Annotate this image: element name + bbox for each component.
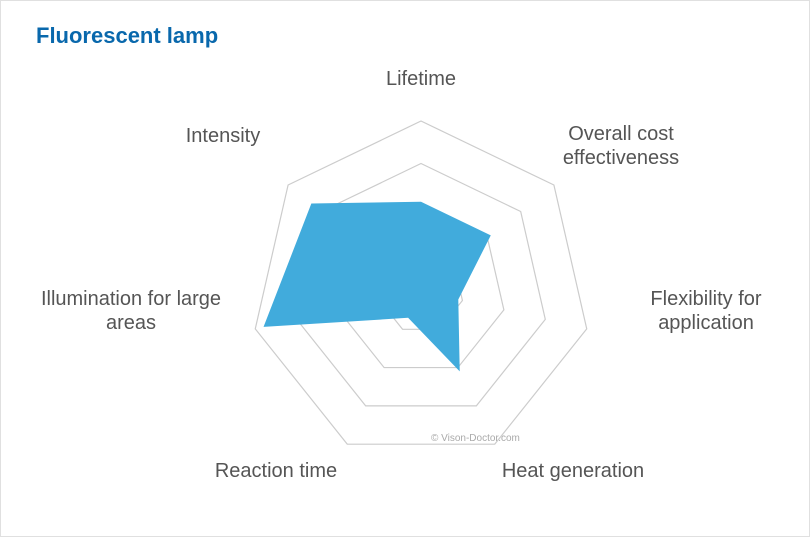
axis-label: Heat generation (463, 459, 683, 483)
axis-label: Reaction time (166, 459, 386, 483)
attribution-text: © Vison-Doctor.com (431, 433, 520, 444)
axis-label: Intensity (123, 124, 323, 148)
axis-label: Flexibility for application (606, 287, 806, 335)
axis-label: Overall cost effectiveness (521, 122, 721, 170)
axis-label: Illumination for large areas (21, 287, 241, 335)
chart-container: { "title": "Fluorescent lamp", "title_fo… (0, 0, 810, 537)
axis-label: Lifetime (321, 67, 521, 91)
radar-chart: Lifetime Overall cost effectiveness Flexib… (1, 1, 809, 536)
